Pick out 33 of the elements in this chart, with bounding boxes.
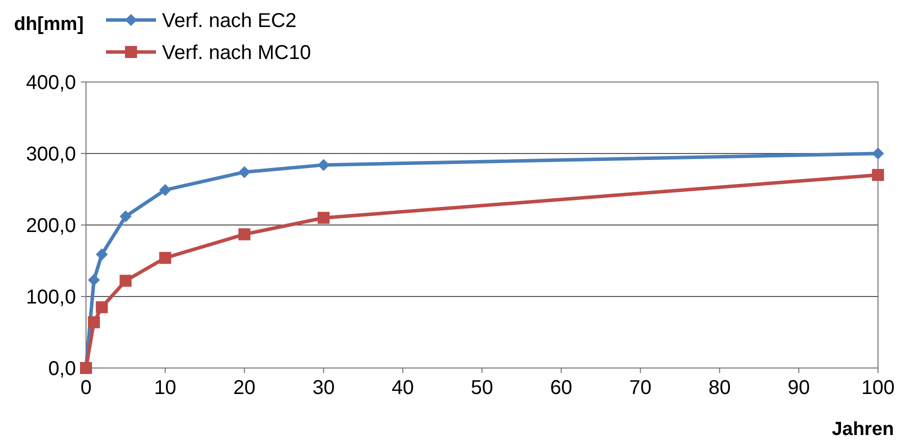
point xyxy=(96,248,108,260)
point xyxy=(159,252,172,264)
y-axis-title: dh[mm] xyxy=(14,14,84,35)
y-tick-label: 300,0 xyxy=(26,144,76,166)
x-tick-label: 80 xyxy=(708,377,731,399)
point xyxy=(872,148,884,160)
point xyxy=(120,210,132,222)
y-tick-label: 200,0 xyxy=(26,215,76,237)
point xyxy=(88,316,100,328)
y-tick-label: 0,0 xyxy=(48,358,76,380)
x-tick-label: 20 xyxy=(233,377,256,399)
x-tick-label: 50 xyxy=(470,377,494,399)
point xyxy=(88,274,100,286)
x-tick-label: 0 xyxy=(80,377,92,399)
point xyxy=(238,166,250,178)
point xyxy=(159,184,172,196)
x-tick-label: 70 xyxy=(629,377,652,399)
x-tick-label: 60 xyxy=(550,377,572,399)
y-tick-label: 400,0 xyxy=(26,72,76,94)
x-tick-label: 100 xyxy=(861,377,895,399)
point xyxy=(120,274,132,287)
x-axis-title: Jahren xyxy=(832,419,894,440)
x-tick-label: 90 xyxy=(788,377,810,399)
point xyxy=(96,301,108,314)
point xyxy=(872,168,884,181)
legend-label: Verf. nach MC10 xyxy=(162,42,311,64)
point xyxy=(238,228,250,240)
point xyxy=(318,212,330,224)
x-tick-label: 30 xyxy=(312,377,335,399)
x-tick-label: 10 xyxy=(154,377,176,399)
x-tick-label: 40 xyxy=(392,377,414,399)
legend-label: Verf. nach EC2 xyxy=(162,10,297,32)
y-tick-label: 100,0 xyxy=(26,286,76,308)
